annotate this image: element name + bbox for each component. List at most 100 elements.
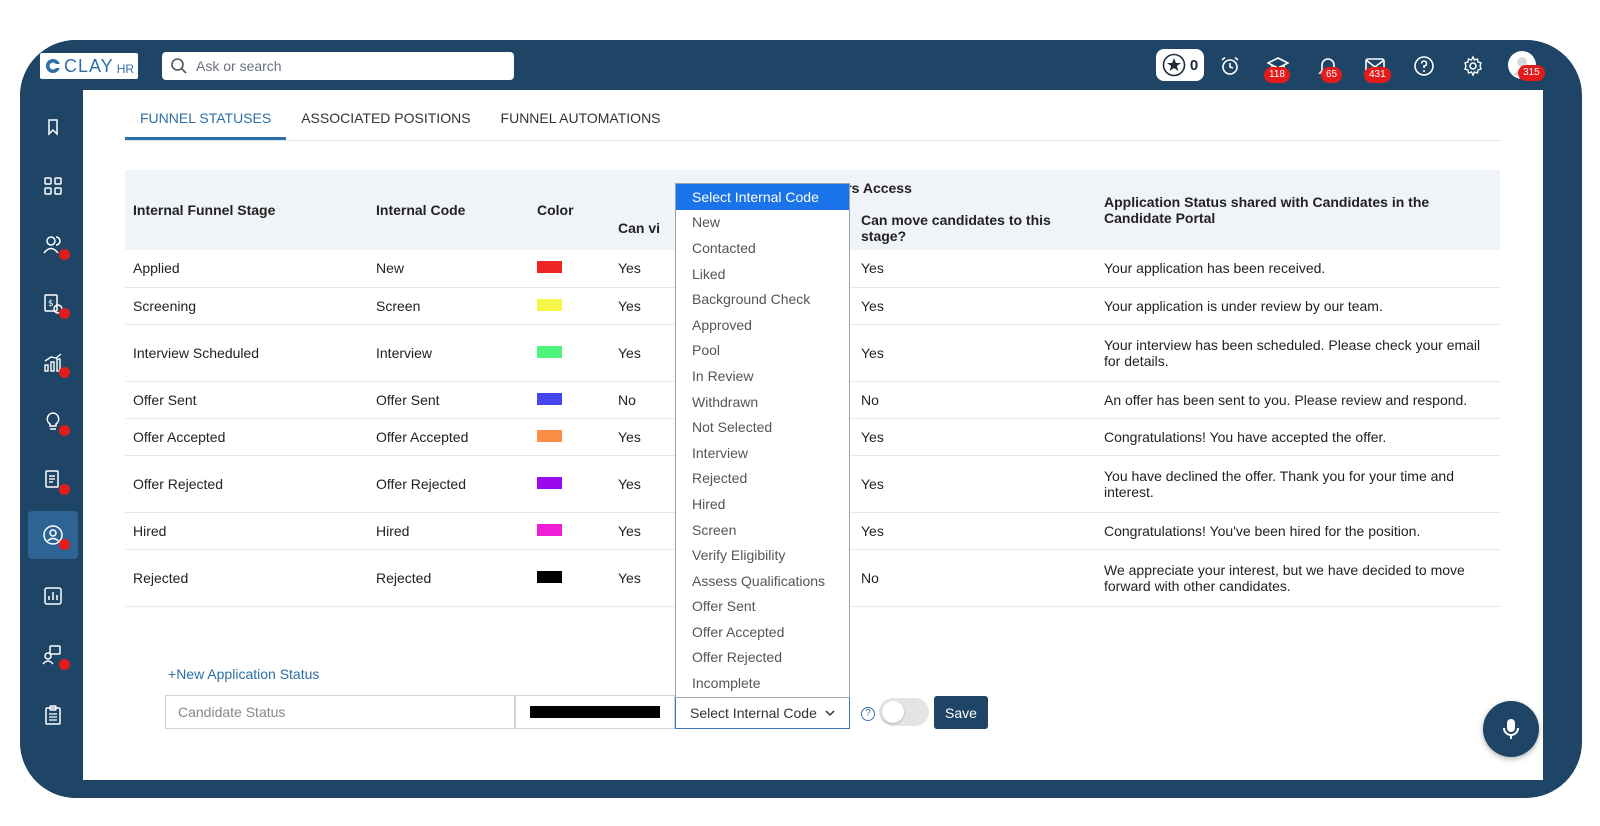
star-icon <box>1162 53 1186 77</box>
help-button[interactable] <box>1411 53 1437 79</box>
color-swatch <box>537 298 562 311</box>
internal-code-dropdown[interactable]: Select Internal Code New Contacted Liked Bac… <box>675 183 850 698</box>
team-icon <box>42 645 61 665</box>
cell-code: New <box>368 250 529 288</box>
color-picker[interactable] <box>515 695 675 729</box>
top-bar: CLAY HR Ask or search 0 118 65 431 <box>20 40 1582 90</box>
dropdown-option[interactable]: Interview <box>692 444 749 461</box>
dropdown-option[interactable]: Incomplete <box>692 675 761 692</box>
sidebar-item-recruiting[interactable] <box>28 511 78 559</box>
sidebar-item-ideas[interactable] <box>28 397 78 445</box>
dropdown-option[interactable]: Offer Rejected <box>692 649 783 666</box>
cell-can-move: Yes <box>853 324 1096 382</box>
dropdown-option[interactable]: Verify Eligibility <box>692 547 786 564</box>
sidebar-item-dashboard[interactable] <box>28 162 78 210</box>
cell-stage: Hired <box>125 512 368 550</box>
dropdown-option[interactable]: In Review <box>692 367 754 384</box>
voice-assistant-button[interactable] <box>1483 701 1539 757</box>
dropdown-option[interactable]: Not Selected <box>692 419 773 436</box>
dropdown-option[interactable]: Rejected <box>692 470 748 487</box>
tab-funnel-statuses[interactable]: FUNNEL STATUSES <box>125 100 287 140</box>
dropdown-option[interactable]: Withdrawn <box>692 393 759 410</box>
clayhr-logo[interactable]: CLAY HR <box>40 53 138 79</box>
cell-code: Rejected <box>368 549 529 607</box>
dropdown-option[interactable]: Offer Sent <box>692 598 756 615</box>
header-candidate-status: Application Status shared with Candidate… <box>1096 170 1500 250</box>
star-points-button[interactable]: 0 <box>1156 49 1204 81</box>
dropdown-option[interactable]: Hired <box>692 495 726 512</box>
cell-can-move: No <box>853 549 1096 607</box>
dropdown-option[interactable]: New <box>692 214 721 231</box>
messages-button[interactable]: 431 <box>1362 53 1391 83</box>
cell-stage: Rejected <box>125 549 368 607</box>
document-icon <box>45 470 59 488</box>
cell-code: Offer Rejected <box>368 455 529 513</box>
header-can-move: Can move candidates to this stage? <box>853 206 1096 250</box>
candidate-status-input[interactable]: Candidate Status <box>165 695 515 729</box>
profile-avatar[interactable]: 315 <box>1508 51 1545 81</box>
tab-funnel-automations[interactable]: FUNNEL AUTOMATIONS <box>500 110 661 126</box>
dropdown-option[interactable]: Approved <box>692 316 752 333</box>
sidebar-item-payroll[interactable]: $ <box>28 280 78 328</box>
notifications-button[interactable]: 65 <box>1315 53 1343 83</box>
cell-can-move: Yes <box>853 287 1096 325</box>
tab-associated-positions[interactable]: ASSOCIATED POSITIONS <box>301 110 471 126</box>
portal-visibility-toggle[interactable] <box>879 698 929 726</box>
notifications-badge: 65 <box>1321 67 1343 83</box>
sidebar-item-team[interactable] <box>28 631 78 679</box>
search-bar[interactable]: Ask or search <box>162 52 514 80</box>
color-swatch <box>537 570 562 583</box>
alarm-clock-icon <box>1221 56 1239 75</box>
sidebar-item-bookmarks[interactable] <box>28 103 78 151</box>
cell-color <box>529 250 610 288</box>
sidebar: $ <box>20 90 83 798</box>
logo-sub: HR <box>116 61 135 76</box>
clipboard-icon <box>45 705 61 725</box>
main-content: FUNNEL STATUSES ASSOCIATED POSITIONS FUN… <box>83 90 1543 780</box>
sidebar-item-reports[interactable] <box>28 572 78 620</box>
cell-message: Your application has been received. <box>1096 250 1500 288</box>
cell-stage: Offer Sent <box>125 381 368 419</box>
courses-button[interactable]: 118 <box>1264 53 1291 83</box>
cell-stage: Screening <box>125 287 368 325</box>
cell-color <box>529 324 610 382</box>
dropdown-option[interactable]: Assess Qualifications <box>692 572 826 589</box>
search-input[interactable]: Ask or search <box>196 58 282 74</box>
header-stage: Internal Funnel Stage <box>125 170 368 250</box>
sidebar-item-analytics[interactable] <box>28 339 78 387</box>
dropdown-option[interactable]: Liked <box>692 265 726 282</box>
dropdown-option[interactable]: Screen <box>692 521 737 538</box>
sidebar-item-checklist[interactable] <box>28 691 78 739</box>
cell-message: Your application is under review by our … <box>1096 287 1500 325</box>
header-color: Color <box>529 170 610 250</box>
cell-color <box>529 455 610 513</box>
dropdown-option[interactable]: Contacted <box>692 239 756 256</box>
people-icon <box>43 236 61 254</box>
cell-can-move: Yes <box>853 455 1096 513</box>
dropdown-option[interactable]: Background Check <box>692 291 811 308</box>
cell-message: Congratulations! You've been hired for t… <box>1096 512 1500 550</box>
new-status-label: New Application Status <box>176 666 320 682</box>
dropdown-option[interactable]: Offer Accepted <box>692 623 785 640</box>
dropdown-option[interactable]: Select Internal Code <box>676 184 849 210</box>
cell-stage: Interview Scheduled <box>125 324 368 382</box>
tab-divider <box>125 140 1500 141</box>
lightbulb-icon <box>46 412 60 430</box>
notification-dot <box>59 425 70 436</box>
user-circle-icon <box>43 525 63 545</box>
settings-button[interactable] <box>1460 53 1486 79</box>
save-button[interactable]: Save <box>934 696 988 729</box>
cell-code: Interview <box>368 324 529 382</box>
dropdown-option[interactable]: Pool <box>692 342 721 359</box>
gear-icon <box>1464 55 1482 77</box>
help-icon[interactable]: ? <box>861 707 875 721</box>
new-application-status-link[interactable]: +New Application Status <box>168 666 320 682</box>
internal-code-select[interactable]: Select Internal Code <box>675 696 850 729</box>
sidebar-item-documents[interactable] <box>28 456 78 504</box>
app-window: CLAY HR Ask or search 0 118 65 431 <box>20 40 1582 798</box>
alarm-clock-button[interactable] <box>1217 53 1243 79</box>
table-row[interactable]: Screening Screen Yes Yes Your application is… <box>125 287 1500 325</box>
color-swatch <box>537 261 562 274</box>
color-swatch <box>537 476 562 489</box>
sidebar-item-people[interactable] <box>28 221 78 269</box>
